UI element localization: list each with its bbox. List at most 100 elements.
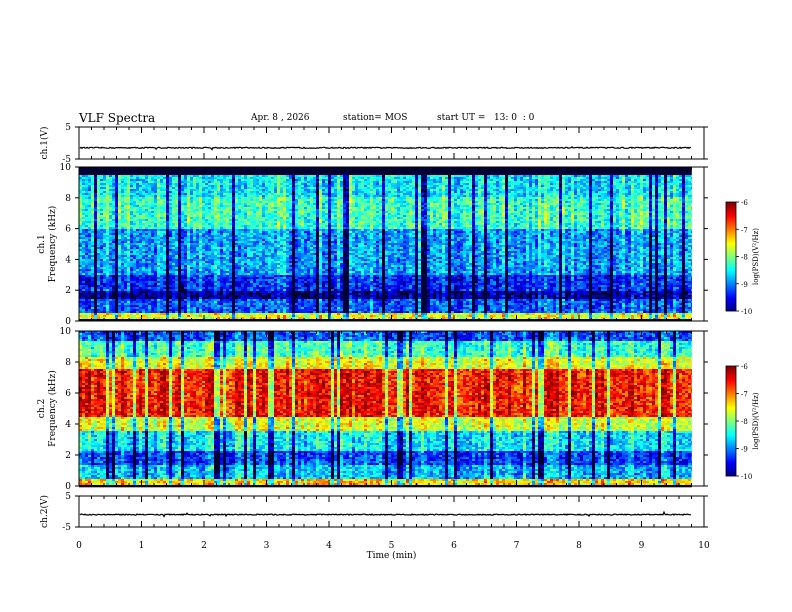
spectrogram-cell bbox=[220, 219, 223, 221]
spectrogram-cell bbox=[262, 201, 265, 203]
spectrogram-cell bbox=[118, 249, 121, 251]
spectrogram-cell bbox=[82, 265, 85, 267]
spectrogram-cell bbox=[82, 311, 85, 313]
spectrogram-cell bbox=[259, 221, 262, 223]
spectrogram-cell bbox=[229, 233, 232, 235]
spectrogram-cell bbox=[181, 241, 184, 243]
spectrogram-cell bbox=[85, 291, 88, 293]
spectrogram-cell bbox=[247, 289, 250, 291]
spectrogram-cell bbox=[229, 291, 232, 293]
spectrogram-cell bbox=[94, 259, 97, 261]
spectrogram-cell bbox=[208, 187, 211, 189]
spectrogram-cell bbox=[262, 259, 265, 261]
spectrogram-cell bbox=[124, 253, 127, 255]
spectrogram-cell bbox=[181, 171, 184, 173]
spectrogram-cell bbox=[226, 227, 229, 229]
spectrogram-cell bbox=[247, 281, 250, 283]
spectrogram-cell bbox=[238, 295, 241, 297]
spectrogram-cell bbox=[169, 309, 172, 311]
spectrogram-cell bbox=[118, 239, 121, 241]
spectrogram-cell bbox=[208, 307, 211, 309]
spectrogram-cell bbox=[130, 281, 133, 283]
spectrogram-cell bbox=[229, 201, 232, 203]
spectrogram-cell bbox=[106, 271, 109, 273]
spectrogram-cell bbox=[226, 219, 229, 221]
spectrogram-cell bbox=[127, 219, 130, 221]
spectrogram-cell bbox=[91, 215, 94, 217]
spectrogram-cell bbox=[151, 311, 154, 313]
spectrogram-cell bbox=[145, 303, 148, 305]
spectrogram-cell bbox=[109, 189, 112, 191]
spectrogram-cell bbox=[217, 185, 220, 187]
spectrogram-cell bbox=[199, 315, 202, 317]
spectrogram-cell bbox=[166, 269, 169, 271]
spectrogram-cell bbox=[154, 287, 157, 289]
spectrogram-cell bbox=[208, 177, 211, 179]
spectrogram-cell bbox=[199, 261, 202, 263]
spectrogram-cell bbox=[133, 199, 136, 201]
spectrogram-cell bbox=[85, 275, 88, 277]
spectrogram-cell bbox=[136, 299, 139, 301]
spectrogram-cell bbox=[124, 173, 127, 175]
spectrogram-cell bbox=[151, 193, 154, 195]
spectrogram-cell bbox=[118, 201, 121, 203]
spectrogram-cell bbox=[220, 255, 223, 257]
spectrogram-cell bbox=[85, 187, 88, 189]
spectrogram-cell bbox=[250, 179, 253, 181]
spectrogram-cell bbox=[145, 295, 148, 297]
spectrogram-cell bbox=[178, 185, 181, 187]
spectrogram-cell bbox=[259, 271, 262, 273]
spectrogram-cell bbox=[223, 171, 226, 173]
spectrogram-cell bbox=[124, 179, 127, 181]
spectrogram-cell bbox=[205, 311, 208, 313]
spectrogram-cell bbox=[139, 185, 142, 187]
spectrogram-cell bbox=[217, 263, 220, 265]
spectrogram-cell bbox=[226, 305, 229, 307]
spectrogram-cell bbox=[250, 255, 253, 257]
spectrogram-cell bbox=[190, 221, 193, 223]
spectrogram-cell bbox=[187, 227, 190, 229]
spectrogram-cell bbox=[247, 219, 250, 221]
spectrogram-cell bbox=[169, 293, 172, 295]
spectrogram-cell bbox=[226, 265, 229, 267]
spectrogram-cell bbox=[100, 293, 103, 295]
spectrogram-cell bbox=[109, 263, 112, 265]
spectrogram-cell bbox=[127, 271, 130, 273]
spectrogram-cell bbox=[217, 303, 220, 305]
spectrogram-cell bbox=[118, 309, 121, 311]
spectrogram-cell bbox=[235, 193, 238, 195]
spectrogram-cell bbox=[175, 227, 178, 229]
spectrogram-cell bbox=[232, 317, 235, 319]
spectrogram-cell bbox=[142, 277, 145, 279]
spectrogram-cell bbox=[187, 237, 190, 239]
spectrogram-cell bbox=[94, 179, 97, 181]
spectrogram-cell bbox=[247, 301, 250, 303]
spectrogram-cell bbox=[184, 273, 187, 275]
spectrogram-cell bbox=[178, 235, 181, 237]
spectrogram-cell bbox=[202, 269, 205, 271]
spectrogram-cell bbox=[172, 175, 175, 177]
spectrogram-cell bbox=[172, 255, 175, 257]
spectrogram-cell bbox=[178, 187, 181, 189]
spectrogram-cell bbox=[205, 273, 208, 275]
spectrogram-cell bbox=[103, 279, 106, 281]
spectrogram-cell bbox=[121, 181, 124, 183]
spectrogram-cell bbox=[199, 295, 202, 297]
spectrogram-cell bbox=[208, 185, 211, 187]
spectrogram-cell bbox=[172, 271, 175, 273]
spectrogram-cell bbox=[142, 317, 145, 319]
spectrogram-cell bbox=[172, 315, 175, 317]
spectrogram-cell bbox=[202, 199, 205, 201]
spectrogram-cell bbox=[226, 253, 229, 255]
spectrogram-cell bbox=[91, 179, 94, 181]
spectrogram-cell bbox=[223, 201, 226, 203]
spectrogram-cell bbox=[247, 189, 250, 191]
spectrogram-cell bbox=[199, 251, 202, 253]
spectrogram-cell bbox=[163, 317, 166, 319]
spectrogram-cell bbox=[97, 175, 100, 177]
spectrogram-cell bbox=[247, 291, 250, 293]
spectrogram-cell bbox=[133, 291, 136, 293]
spectrogram-cell bbox=[103, 195, 106, 197]
spectrogram-cell bbox=[205, 307, 208, 309]
spectrogram-cell bbox=[127, 191, 130, 193]
